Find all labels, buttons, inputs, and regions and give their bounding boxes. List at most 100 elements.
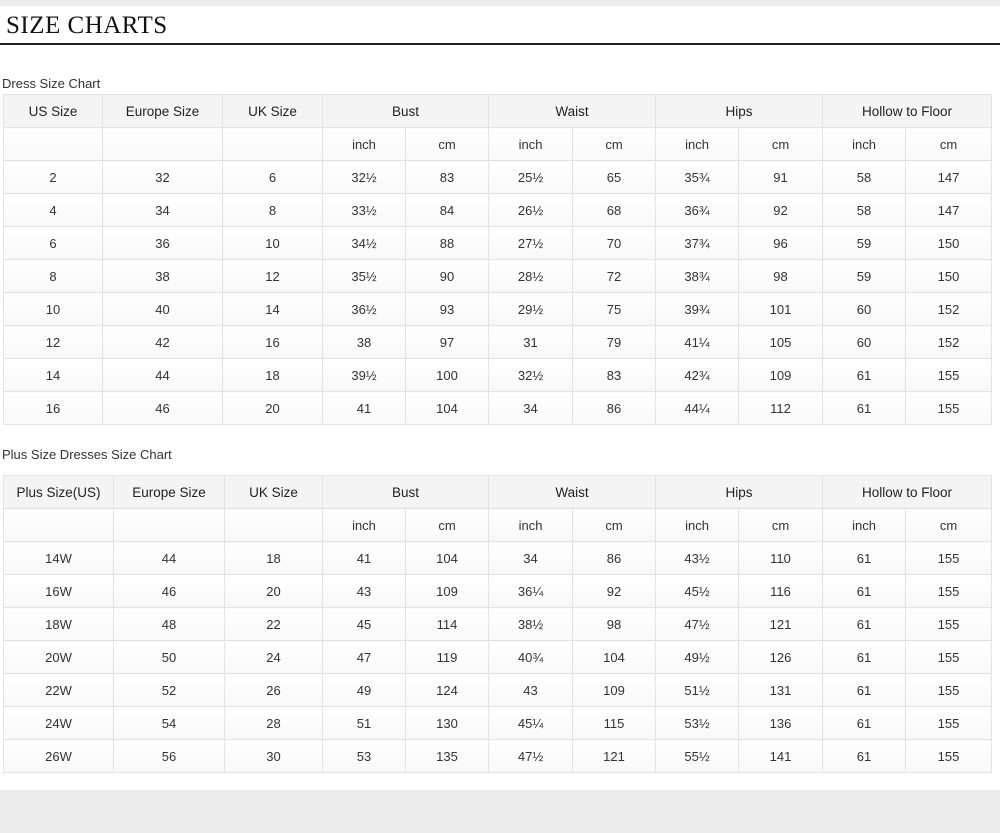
data-cell: 90 [404,259,490,293]
data-cell: 46 [113,574,225,608]
header-row: US Size Europe Size UK Size Bust Waist Hips Ho… [3,94,993,128]
data-cell: 16 [222,325,323,359]
data-cell: 6 [222,160,323,194]
data-row: 14 44 18 39½ 100 32½ 83 42¾ 109 61 155 [3,358,993,392]
data-cell: 65 [572,160,657,194]
unit-cell: cm [572,508,657,542]
data-cell: 104 [404,541,490,575]
data-cell: 131 [738,673,824,707]
data-cell: 41 [322,391,406,425]
unit-cell: cm [404,127,490,161]
data-cell: 18 [224,541,323,575]
unit-cell: inch [488,127,574,161]
empty-cell [3,508,114,542]
data-cell: 51½ [655,673,740,707]
data-cell: 135 [404,739,490,773]
data-cell: 47 [322,640,406,674]
subheader-row: inch cm inch cm inch cm inch cm [3,508,993,542]
data-cell: 2 [3,160,103,194]
unit-cell: cm [572,127,657,161]
empty-cell [222,127,323,161]
header-cell: Europe Size [113,475,225,509]
data-cell: 30 [224,739,323,773]
data-cell: 47½ [488,739,574,773]
data-cell: 114 [404,607,490,641]
data-cell: 61 [822,706,907,740]
data-cell: 22 [224,607,323,641]
data-cell: 97 [404,325,490,359]
data-cell: 16 [3,391,103,425]
data-cell: 101 [738,292,824,326]
data-cell: 110 [738,541,824,575]
data-cell: 75 [572,292,657,326]
data-cell: 60 [822,325,907,359]
header-cell: Hips [655,475,824,509]
data-cell: 155 [905,739,993,773]
data-cell: 109 [404,574,490,608]
data-row: 6 36 10 34½ 88 27½ 70 37¾ 96 59 150 [3,226,993,260]
data-cell: 25½ [488,160,574,194]
data-row: 2 32 6 32½ 83 25½ 65 35¾ 91 58 147 [3,160,993,194]
data-row: 24W 54 28 51 130 45¼ 115 53½ 136 61 155 [3,706,993,740]
table-caption: Dress Size Chart [2,76,101,91]
data-cell: 83 [404,160,490,194]
data-cell: 61 [822,739,907,773]
data-cell: 47½ [655,607,740,641]
data-cell: 12 [3,325,103,359]
data-cell: 152 [905,325,993,359]
data-cell: 27½ [488,226,574,260]
data-cell: 49½ [655,640,740,674]
data-cell: 147 [905,193,993,227]
header-cell: Bust [321,475,490,509]
data-cell: 45½ [655,574,740,608]
header-cell: UK Size [222,94,323,128]
header-cell: Waist [488,94,657,128]
data-cell: 24 [224,640,323,674]
data-cell: 92 [738,193,824,227]
page-title: SIZE CHARTS [6,12,168,39]
header-cell: Hollow to Floor [822,475,993,509]
data-row: 4 34 8 33½ 84 26½ 68 36¾ 92 58 147 [3,193,993,227]
data-cell: 141 [738,739,824,773]
data-cell: 60 [822,292,907,326]
data-cell: 20W [3,640,114,674]
unit-cell: inch [655,127,740,161]
header-cell: UK Size [224,475,323,509]
data-cell: 54 [113,706,225,740]
data-cell: 35½ [322,259,406,293]
data-cell: 83 [572,358,657,392]
table-caption: Plus Size Dresses Size Chart [2,447,172,462]
title-rule [0,43,1000,45]
data-cell: 155 [905,607,993,641]
data-cell: 43½ [655,541,740,575]
data-cell: 72 [572,259,657,293]
size-table: Plus Size(US) Europe Size UK Size Bust Waist… [3,475,993,773]
data-cell: 68 [572,193,657,227]
data-cell: 36¾ [655,193,740,227]
data-cell: 49 [322,673,406,707]
data-cell: 18W [3,607,114,641]
data-cell: 42¾ [655,358,740,392]
data-cell: 43 [322,574,406,608]
data-cell: 130 [404,706,490,740]
data-cell: 52 [113,673,225,707]
unit-cell: inch [822,127,907,161]
table-body: US Size Europe Size UK Size Bust Waist Hips Ho… [3,94,993,425]
data-cell: 38¾ [655,259,740,293]
unit-cell: cm [738,127,824,161]
data-cell: 98 [738,259,824,293]
data-cell: 32½ [488,358,574,392]
data-cell: 112 [738,391,824,425]
data-cell: 155 [905,574,993,608]
data-row: 10 40 14 36½ 93 29½ 75 39¾ 101 60 152 [3,292,993,326]
data-cell: 26W [3,739,114,773]
header-row: Plus Size(US) Europe Size UK Size Bust Waist… [3,475,993,509]
data-cell: 150 [905,259,993,293]
data-cell: 58 [822,193,907,227]
data-cell: 45¼ [488,706,574,740]
data-row: 16 46 20 41 104 34 86 44¼ 112 61 155 [3,391,993,425]
data-cell: 126 [738,640,824,674]
data-cell: 61 [822,391,907,425]
data-cell: 36 [102,226,223,260]
data-cell: 100 [404,358,490,392]
